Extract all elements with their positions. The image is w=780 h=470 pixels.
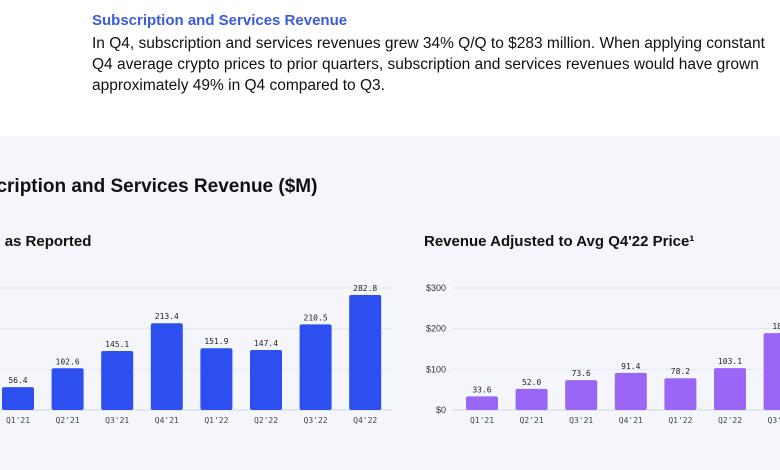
bar	[664, 378, 697, 410]
data-label: 102.6	[56, 357, 80, 366]
bar	[466, 396, 498, 410]
data-label: 33.6	[472, 385, 491, 394]
bar	[150, 323, 183, 410]
bar	[101, 350, 134, 410]
x-tick-label: Q3'22	[768, 416, 780, 425]
bar	[763, 333, 780, 410]
y-tick-label: $100	[426, 364, 446, 374]
data-label: 145.1	[105, 340, 129, 349]
data-label: 189	[772, 322, 780, 331]
x-tick-label: Q1'22	[204, 416, 228, 425]
x-tick-label: Q1'21	[470, 416, 494, 425]
bar	[614, 372, 647, 410]
data-label: 282.8	[353, 284, 377, 293]
y-tick-label: $300	[426, 283, 446, 293]
bar	[51, 368, 84, 410]
x-tick-label: Q2'22	[254, 416, 278, 425]
x-tick-label: Q1'22	[668, 416, 692, 425]
x-tick-label: Q1'21	[6, 416, 30, 425]
bar	[565, 380, 598, 410]
bar	[299, 324, 332, 410]
bar	[714, 368, 746, 410]
body-line: approximately 49% in Q4 compared to Q3.	[92, 77, 385, 94]
data-label: 210.5	[304, 313, 328, 322]
data-label: 103.1	[718, 357, 742, 366]
panel-title: Subscription and Services Revenue ($M)	[0, 176, 318, 197]
bar	[250, 350, 282, 410]
data-label: 52.0	[522, 378, 541, 387]
data-label: 78.2	[671, 367, 690, 376]
chart-title-adjusted: Revenue Adjusted to Avg Q4'22 Price¹	[424, 233, 695, 250]
x-tick-label: Q3'21	[569, 416, 593, 425]
bar	[515, 388, 548, 410]
x-tick-label: Q3'22	[304, 416, 328, 425]
bar	[349, 294, 382, 410]
text-section: Subscription and Services Revenue In Q4,…	[0, 0, 780, 136]
section-title: Subscription and Services Revenue	[92, 12, 348, 29]
x-tick-label: Q2'21	[56, 416, 80, 425]
chart-panel: Subscription and Services Revenue ($M) R…	[0, 136, 780, 470]
y-tick-label: $200	[426, 324, 446, 334]
x-tick-label: Q2'22	[718, 416, 742, 425]
data-label: 91.4	[621, 362, 640, 371]
section-body: In Q4, subscription and services revenue…	[92, 33, 765, 96]
bar	[200, 348, 233, 410]
x-tick-label: Q4'21	[619, 416, 643, 425]
data-label: 151.9	[204, 337, 228, 346]
y-tick-label: $0	[436, 405, 446, 415]
data-label: 56.4	[8, 376, 27, 385]
x-tick-label: Q3'21	[105, 416, 129, 425]
body-line: In Q4, subscription and services revenue…	[92, 35, 765, 52]
data-label: 147.4	[254, 339, 278, 348]
charts-svg: 56.4 Q1'21 102.6 Q2'21 145.1 Q3'21 213.4 Q4'21 1…	[0, 283, 780, 425]
x-tick-label: Q4'22	[353, 416, 377, 425]
chart-title-reported: Revenue as Reported	[0, 233, 92, 250]
data-label: 213.4	[155, 312, 179, 321]
x-tick-label: Q2'21	[520, 416, 544, 425]
x-tick-label: Q4'21	[155, 416, 179, 425]
data-label: 73.6	[572, 369, 591, 378]
body-line: Q4 average crypto prices to prior quarte…	[92, 56, 759, 73]
bar	[2, 387, 34, 410]
